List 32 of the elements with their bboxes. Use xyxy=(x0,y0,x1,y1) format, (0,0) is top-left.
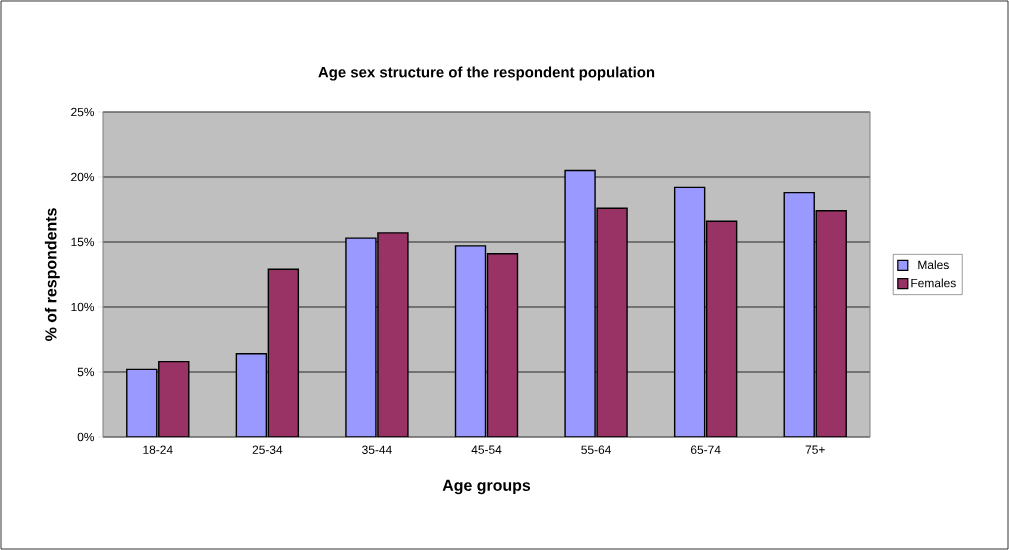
bar xyxy=(126,368,158,437)
legend-label: Females xyxy=(911,278,956,288)
bar xyxy=(345,237,377,437)
x-tick-label: 25-34 xyxy=(252,445,283,454)
y-tick-label: 15% xyxy=(71,237,95,247)
x-axis-title: Age groups xyxy=(442,479,531,495)
x-tick-label: 18-24 xyxy=(143,445,173,454)
y-axis-title: % of respondents xyxy=(44,208,60,341)
bar xyxy=(158,360,190,437)
x-tick-label: 55-64 xyxy=(581,445,612,454)
chart-title: Age sex structure of the respondent population xyxy=(318,66,655,81)
x-tick-label: 65-74 xyxy=(690,445,721,454)
bar xyxy=(705,220,738,437)
y-tick-label: 20% xyxy=(71,172,95,182)
bar xyxy=(454,245,487,437)
legend-label: Males xyxy=(918,260,949,270)
y-tick-label: 25% xyxy=(71,107,95,117)
bar xyxy=(235,353,268,437)
bar xyxy=(377,232,409,437)
bar xyxy=(783,191,815,437)
bar xyxy=(815,210,847,437)
y-tick-label: 0% xyxy=(77,432,95,442)
x-tick-label: 75+ xyxy=(805,445,825,454)
y-tick-label: 10% xyxy=(71,302,95,312)
bar xyxy=(673,186,706,437)
x-tick-label: 35-44 xyxy=(362,445,392,454)
bar xyxy=(486,253,519,437)
bar xyxy=(596,207,628,437)
bar xyxy=(564,169,596,437)
bar xyxy=(267,268,300,437)
y-tick-label: 5% xyxy=(77,367,95,377)
x-tick-label: 45-54 xyxy=(471,445,502,454)
